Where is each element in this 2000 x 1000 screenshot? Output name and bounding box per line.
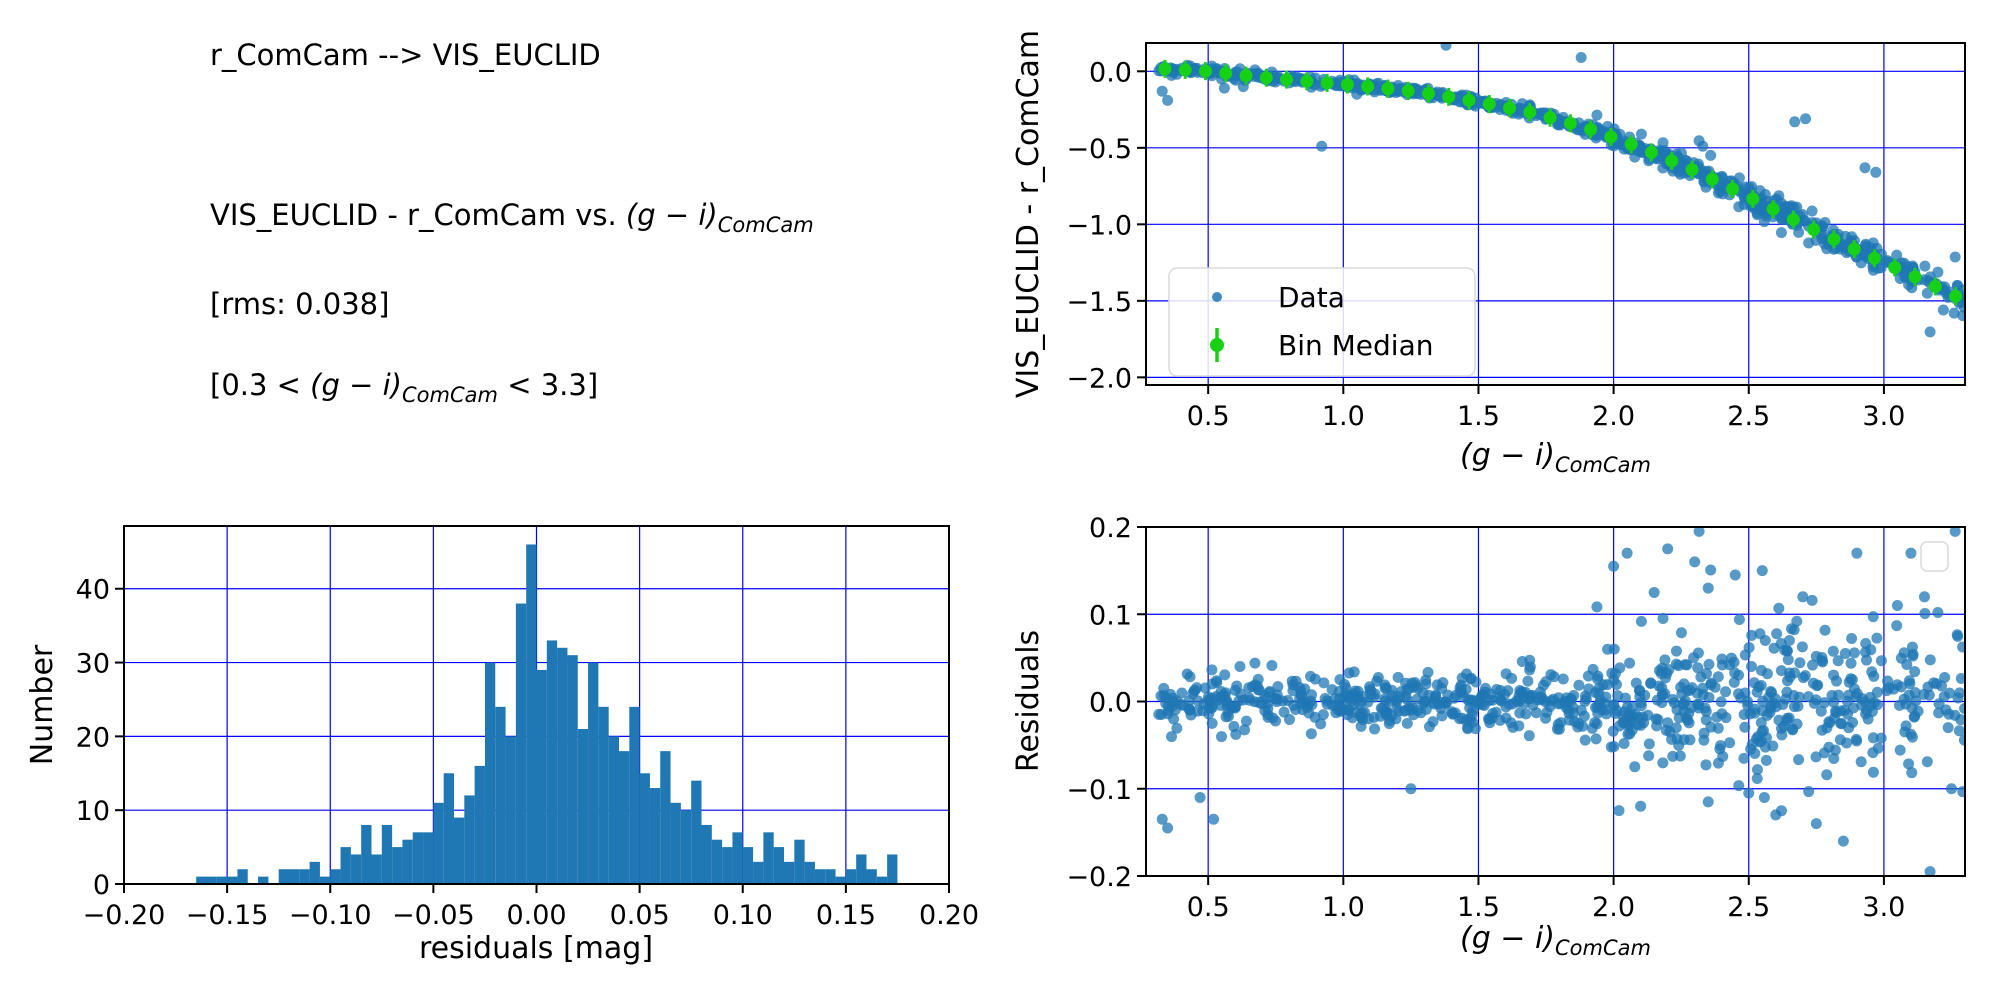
annotation-range-math: (g − i) — [310, 368, 403, 402]
x-tick-label: 0.15 — [816, 900, 876, 931]
x-tick-label: 1.5 — [1457, 892, 1500, 923]
tick-labels: −0.20 −0.15 −0.10 −0.05 0.00 0.05 0.10 0.15 0.20… — [76, 575, 979, 931]
tick-labels: 0.5 1.0 1.5 2.0 2.5 3.0 0.2 0.1 0.0 −0.1 −0.2 — [1066, 513, 1905, 923]
x-tick-label: −0.20 — [83, 900, 166, 931]
x-tick-label: 0.5 — [1187, 892, 1230, 923]
y-tick-label: 40 — [76, 575, 110, 606]
histogram-bars — [196, 544, 898, 884]
annotation-color-range: [0.3 < (g − i)ComCam < 3.3] — [210, 368, 598, 407]
x-tick-label: 1.5 — [1457, 401, 1500, 432]
legend: Data Bin Median — [1168, 267, 1476, 377]
x-tick-label: 3.0 — [1862, 401, 1905, 432]
histogram-overlays: −0.20 −0.15 −0.10 −0.05 0.00 0.05 0.10 0.15 0.20… — [76, 525, 979, 931]
x-tick-label: 0.10 — [713, 900, 773, 931]
y-tick-label: −0.5 — [1066, 134, 1132, 165]
x-tick-label: 2.5 — [1727, 401, 1770, 432]
y-tick-label: 20 — [76, 722, 110, 753]
y-tick-label: 0.0 — [1089, 57, 1132, 88]
y-tick-label: 30 — [76, 649, 110, 680]
annotation-range-suffix: < 3.3] — [497, 368, 599, 402]
x-tick-label: 0.00 — [506, 900, 566, 931]
y-tick-label: 0.1 — [1089, 600, 1132, 631]
y-tick-label: −0.2 — [1066, 862, 1132, 893]
y-tick-label: 0 — [93, 870, 110, 901]
x-tick-label: 2.0 — [1592, 892, 1635, 923]
x-tick-label: −0.05 — [392, 900, 475, 931]
annotation-comparison-sub: ComCam — [717, 213, 814, 237]
legend-median-label: Bin Median — [1278, 329, 1433, 362]
legend-data-marker — [1212, 292, 1222, 302]
x-tick-label: 3.0 — [1862, 892, 1905, 923]
x-tick-label: −0.15 — [186, 900, 269, 931]
histogram-y-axis-label: Number — [25, 644, 60, 765]
x-tick-label: 0.05 — [610, 900, 670, 931]
annotation-rms: [rms: 0.038] — [210, 287, 390, 321]
svg-text:(g − i)ComCam: (g − i)ComCam — [1460, 438, 1651, 477]
y-tick-label: 0.2 — [1089, 513, 1132, 544]
tick-marks — [1137, 70, 1885, 394]
color-plot-overlays: 0.5 1.0 1.5 2.0 2.5 3.0 0.0 −0.5 −1.0 −1.5 −2.0 Dat… — [1066, 42, 1966, 432]
color-plot-x-axis-label: (g − i)ComCam — [1460, 438, 1651, 477]
svg-text:(g − i)ComCam: (g − i)ComCam — [1460, 921, 1651, 960]
annotation-comparison-math: (g − i) — [625, 198, 718, 232]
residuals-plot-data-points — [1153, 527, 1965, 876]
x-tick-label: 2.5 — [1727, 892, 1770, 923]
x-tick-label: 1.0 — [1322, 892, 1365, 923]
y-tick-label: 10 — [76, 796, 110, 827]
x-tick-label: 0.5 — [1187, 401, 1230, 432]
color-plot-bin-medians — [1158, 59, 1963, 306]
tick-marks — [115, 587, 950, 893]
axes-spines — [1145, 42, 1966, 386]
color-difference-plot: 0.5 1.0 1.5 2.0 2.5 3.0 0.0 −0.5 −1.0 −1.5 −2.0 Dat… — [1011, 30, 1966, 477]
x-tick-label: 0.20 — [919, 900, 979, 931]
residuals-plot: 0.5 1.0 1.5 2.0 2.5 3.0 0.2 0.1 0.0 −0.1 −0.2 Resi… — [1011, 513, 1966, 960]
x-tick-label: 1.0 — [1322, 401, 1365, 432]
y-tick-label: −2.0 — [1066, 363, 1132, 394]
y-tick-label: −1.0 — [1066, 210, 1132, 241]
annotation-comparison: VIS_EUCLID - r_ComCam vs. (g − i)ComCam — [210, 198, 814, 237]
annotation-range-prefix: [0.3 < — [210, 368, 311, 402]
y-tick-label: −1.5 — [1066, 287, 1132, 318]
annotation-range-sub: ComCam — [402, 383, 498, 407]
histogram-x-axis-label: residuals [mag] — [419, 931, 653, 966]
y-tick-label: −0.1 — [1066, 775, 1132, 806]
annotation-title: r_ComCam --> VIS_EUCLID — [210, 38, 601, 72]
residuals-x-axis-label: (g − i)ComCam — [1460, 921, 1651, 960]
tick-labels: 0.5 1.0 1.5 2.0 2.5 3.0 0.0 −0.5 −1.0 −1.5 −2.0 — [1066, 57, 1905, 432]
annotation-comparison-prefix: VIS_EUCLID - r_ComCam vs. — [210, 198, 626, 232]
x-tick-label: −0.10 — [289, 900, 372, 931]
empty-legend-box — [1920, 541, 1949, 572]
y-tick-label: 0.0 — [1089, 688, 1132, 719]
legend-data-label: Data — [1278, 281, 1345, 314]
legend-median-marker — [1210, 338, 1224, 352]
color-plot-y-axis-label: VIS_EUCLID - r_ComCam — [1011, 30, 1046, 398]
residual-histogram: −0.20 −0.15 −0.10 −0.05 0.00 0.05 0.10 0.15 0.20… — [25, 525, 979, 966]
residuals-plot-overlays: 0.5 1.0 1.5 2.0 2.5 3.0 0.2 0.1 0.0 −0.1 −0.2 — [1066, 513, 1966, 923]
residuals-y-axis-label: Residuals — [1011, 630, 1046, 772]
x-tick-label: 2.0 — [1592, 401, 1635, 432]
tick-marks — [1137, 526, 1885, 885]
